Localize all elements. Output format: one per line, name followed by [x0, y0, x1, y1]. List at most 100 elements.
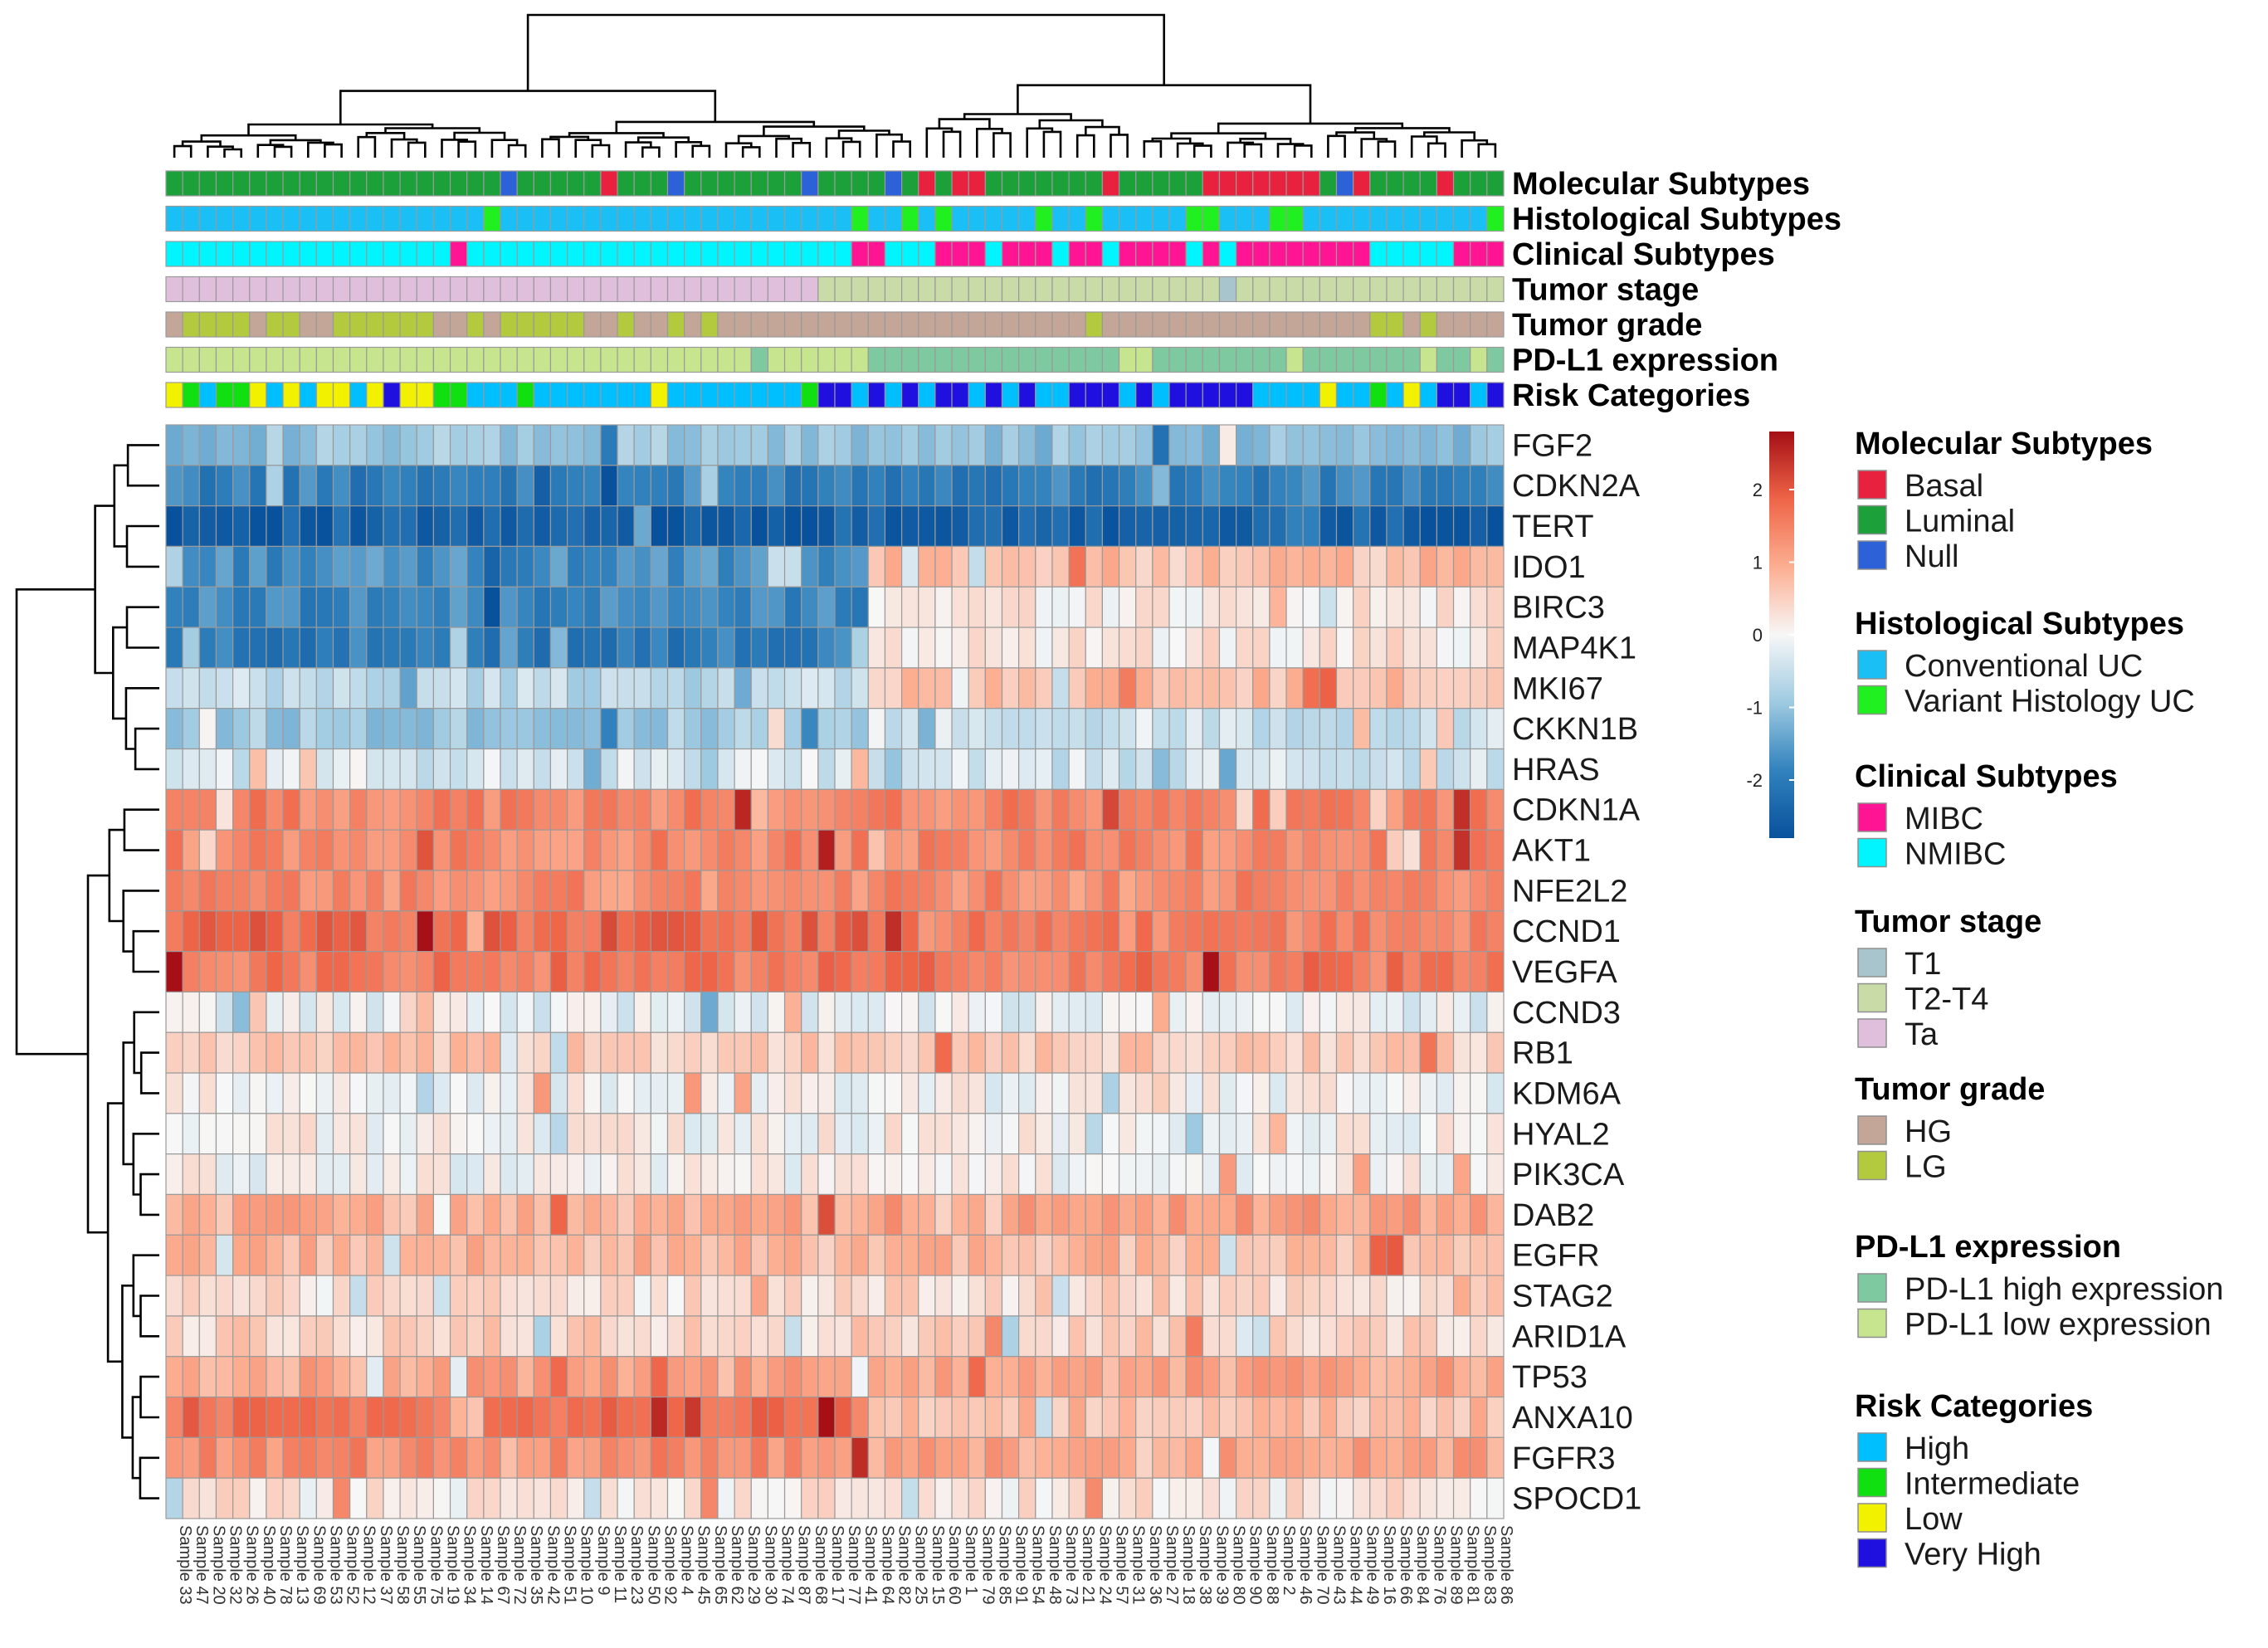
annotation-cell [717, 382, 735, 408]
heatmap-cell [1419, 586, 1437, 628]
heatmap-cell [600, 1072, 618, 1114]
annotation-cell [1252, 382, 1271, 408]
heatmap-cell [583, 465, 602, 507]
heatmap-cell [817, 465, 836, 507]
heatmap-cell [583, 586, 602, 628]
heatmap-cell [600, 1315, 618, 1358]
heatmap-cell [1285, 627, 1304, 669]
heatmap-cell [734, 910, 752, 953]
heatmap-cell [1218, 1396, 1237, 1438]
annotation-cell [817, 346, 836, 373]
heatmap-cell [650, 1072, 669, 1114]
dendrogram-branch [1151, 137, 1192, 144]
heatmap-cell [1118, 1072, 1137, 1114]
annotation-cell [1202, 311, 1221, 338]
heatmap-cell [1269, 1031, 1287, 1074]
dendrogram-branch [1085, 125, 1120, 136]
heatmap-cell [299, 667, 317, 709]
heatmap-cell [349, 788, 368, 831]
heatmap-cell [951, 1396, 969, 1438]
heatmap-cell [684, 788, 702, 831]
heatmap-cell [1353, 910, 1371, 953]
heatmap-cell [299, 1113, 317, 1155]
heatmap-cell [416, 1436, 434, 1479]
heatmap-cell [666, 1436, 685, 1479]
heatmap-cell [315, 1275, 334, 1317]
heatmap-cell [1001, 950, 1020, 992]
annotation-cell [1168, 382, 1187, 408]
annotation-cell [1168, 205, 1187, 232]
dendrogram-branch [1410, 135, 1438, 158]
annotation-cell [1085, 311, 1103, 338]
heatmap-cell [801, 545, 819, 588]
heatmap-cell [851, 1193, 869, 1236]
annotation-cell [1319, 382, 1338, 408]
heatmap-cell [1118, 1193, 1137, 1236]
heatmap-cell [198, 1315, 217, 1358]
heatmap-cell [1001, 627, 1020, 669]
heatmap-cell [366, 1436, 384, 1479]
heatmap-cell [383, 627, 401, 669]
heatmap-cell [1135, 1234, 1154, 1276]
heatmap-cell [449, 1436, 468, 1479]
dendrogram-branch [139, 1375, 159, 1419]
heatmap-cell [633, 708, 651, 750]
heatmap-cell [1068, 1315, 1086, 1358]
heatmap-cell [801, 1193, 819, 1236]
heatmap-cell [1018, 910, 1036, 953]
heatmap-cell [1419, 667, 1437, 709]
heatmap-cell [1486, 991, 1505, 1033]
heatmap-cell [500, 1234, 518, 1276]
annotation-cell [684, 346, 702, 373]
heatmap-cell [1302, 1234, 1320, 1276]
heatmap-cell [1269, 829, 1287, 871]
heatmap-cell [918, 910, 936, 953]
annotation-cell [1218, 241, 1237, 267]
heatmap-cell [617, 1031, 635, 1074]
heatmap-cell [198, 627, 217, 669]
heatmap-cell [266, 1275, 284, 1317]
dendrogram-branch [390, 138, 418, 158]
heatmap-cell [968, 1153, 986, 1196]
heatmap-cell [1452, 1072, 1471, 1114]
heatmap-cell [533, 545, 552, 588]
annotation-cell [750, 241, 768, 267]
heatmap-cell [767, 1113, 786, 1155]
heatmap-cell [299, 1275, 317, 1317]
annotation-cell [198, 205, 217, 232]
annotation-cell [1068, 241, 1086, 267]
annotation-cell [266, 205, 284, 232]
heatmap-cell [1452, 748, 1471, 790]
annotation-cell [700, 311, 719, 338]
heatmap-cell [617, 1234, 635, 1276]
heatmap-cell [549, 545, 568, 588]
annotation-cell [416, 382, 434, 408]
heatmap-cell [617, 1193, 635, 1236]
heatmap-cell [466, 1477, 485, 1519]
heatmap-cell [1402, 1031, 1421, 1074]
heatmap-cell [215, 1031, 234, 1074]
heatmap-cell [1419, 627, 1437, 669]
heatmap-cell [1486, 1031, 1505, 1074]
heatmap-cell [684, 1113, 702, 1155]
annotation-cell [1335, 311, 1354, 338]
sample-label: Sample 60 [945, 1525, 963, 1605]
heatmap-cell [399, 667, 417, 709]
heatmap-cell [684, 708, 702, 750]
heatmap-cell [1085, 1356, 1103, 1398]
heatmap-cell [449, 991, 468, 1033]
annotation-cell [666, 382, 685, 408]
heatmap-cell [1369, 1072, 1388, 1114]
heatmap-cell [315, 708, 334, 750]
heatmap-cell [1419, 788, 1437, 831]
heatmap-cell [165, 545, 183, 588]
heatmap-cell [801, 1436, 819, 1479]
heatmap-cell [1419, 1315, 1437, 1358]
heatmap-cell [182, 829, 200, 871]
heatmap-cell [684, 1031, 702, 1074]
heatmap-cell [817, 991, 836, 1033]
heatmap-cell [867, 1396, 886, 1438]
heatmap-cell [984, 788, 1003, 831]
heatmap-cell [951, 505, 969, 548]
heatmap-cell [299, 1234, 317, 1276]
